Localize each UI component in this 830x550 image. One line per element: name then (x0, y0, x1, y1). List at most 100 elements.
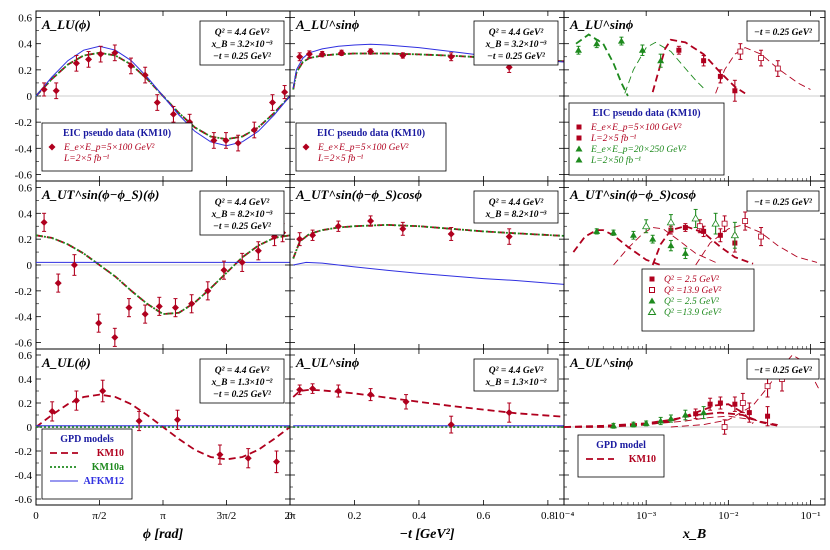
series-curve-km10 (695, 224, 818, 266)
data-point (250, 126, 258, 134)
kinematics-label: Q² = 4.4 GeV² (215, 366, 271, 376)
y-tick-label: 0.4 (18, 208, 32, 220)
legend-marker (576, 124, 582, 130)
y-tick-label: 0.6 (18, 350, 32, 362)
kinematics-label: −t = 0.25 GeV² (754, 28, 813, 38)
kinematics-label: −t = 0.25 GeV² (213, 52, 272, 62)
series-curve-km10 (651, 225, 754, 266)
legend-marker (647, 307, 657, 315)
data-point (399, 225, 407, 233)
panel-row1-col3: A_LU^sinϕ −t = 0.25 GeV² EIC pseudo data (… (563, 10, 826, 182)
legend-entry: Q² = 2.5 GeV² (664, 297, 719, 307)
data-point (367, 48, 375, 56)
panel-row1-col1: 0.6 0.4 0.2 0 -0.2 -0.4 -0.6 A_LU(ϕ) Q² = 4.4 Ge… (15, 10, 291, 182)
data-point (574, 46, 582, 53)
legend-marker (302, 143, 310, 151)
data-point (85, 55, 93, 63)
kinematics-box (746, 358, 820, 380)
y-tick-label: -0.2 (15, 286, 32, 298)
legend-box (41, 122, 193, 172)
data-point (220, 266, 228, 274)
y-tick-label: 0.2 (18, 65, 32, 77)
series-curve-km10 (613, 227, 716, 266)
data-point (681, 249, 689, 256)
panel-row2-col3: A_UT^sin(ϕ−ϕ_S)cosϕ −t = 0.25 GeV² Q² = 2.… (563, 180, 826, 350)
legend-marker (649, 287, 655, 293)
y-tick-label: -0.4 (15, 312, 33, 324)
legend-box (641, 268, 755, 332)
data-point (367, 217, 375, 225)
series-curve-km10a (35, 234, 291, 316)
data-point (717, 232, 723, 238)
data-point (48, 407, 56, 415)
panel-row1-col2: A_LU^sinϕ Q² = 4.4 GeV² x_B = 3.2×10⁻³ −t =… (289, 10, 565, 182)
data-point (111, 49, 119, 57)
data-point (730, 230, 740, 239)
data-point (234, 139, 242, 147)
data-point (141, 310, 149, 318)
y-tick-label: 0.2 (18, 398, 32, 410)
y-tick-label: -0.2 (15, 446, 32, 458)
data-point (309, 231, 317, 239)
x-tick-label: 10⁻³ (636, 510, 657, 522)
panel-title: A_LU^sinϕ (295, 17, 360, 32)
data-point (238, 258, 246, 266)
data-point (127, 62, 135, 70)
panel-title: A_UL(ϕ) (41, 355, 91, 370)
kinematics-label: Q² = 4.4 GeV² (215, 198, 271, 208)
data-point (609, 422, 617, 429)
series-curve-km10 (575, 33, 629, 97)
data-point (638, 46, 646, 53)
kinematics-label: −t = 0.25 GeV² (213, 222, 272, 232)
kinematics-box (473, 190, 559, 224)
data-point (72, 59, 80, 67)
kinematics-label: Q² = 4.4 GeV² (489, 198, 545, 208)
data-point (609, 229, 617, 236)
kinematics-label: x_B = 3.2×10⁻³ (485, 40, 547, 50)
data-point (367, 391, 375, 399)
legend-entry: L=2×50 fb⁻¹ (590, 155, 641, 166)
legend-entry: E_e×E_p=5×100 GeV² (317, 143, 409, 153)
x-tick-label: 2π (284, 510, 296, 522)
data-point (732, 401, 738, 407)
x-tick-label: 10⁻¹ (800, 510, 820, 522)
kinematics-label: x_B = 8.2×10⁻³ (211, 210, 273, 220)
data-point (111, 333, 119, 341)
data-point (70, 261, 78, 269)
data-point (676, 47, 682, 53)
kinematics-box (199, 190, 285, 236)
data-point (153, 99, 161, 107)
data-point (505, 409, 513, 417)
data-point (244, 454, 252, 462)
data-point (691, 214, 700, 222)
data-point (254, 247, 262, 255)
data-point (717, 73, 723, 79)
y-tick-label: 0 (27, 260, 33, 272)
data-point (717, 400, 723, 406)
legend-marker (648, 297, 656, 304)
kinematics-box (199, 358, 285, 404)
kinematics-box (746, 190, 820, 212)
data-point (707, 401, 713, 407)
data-point (169, 110, 177, 118)
data-point (72, 397, 80, 405)
series-curve-km10 (563, 415, 778, 428)
legend-entry: Q² =13.9 GeV² (664, 308, 721, 318)
kinematics-label: −t = 0.25 GeV² (754, 198, 813, 208)
y-tick-label: -0.2 (15, 117, 32, 129)
data-point (268, 99, 276, 107)
data-point (657, 57, 665, 64)
data-point (338, 49, 346, 57)
legend-marker (649, 276, 655, 282)
legend-entry: E_e×E_p=5×100 GeV² (590, 123, 682, 133)
data-point (334, 387, 342, 395)
legend-box (41, 428, 133, 500)
kinematics-box (746, 20, 820, 42)
kinematics-box (473, 358, 559, 392)
data-point (305, 50, 313, 58)
kinematics-label: x_B = 1.3×10⁻² (211, 378, 274, 388)
x-axis-label: x_B (682, 527, 706, 542)
legend-entry: E_e×E_p=5×100 GeV² (63, 143, 155, 153)
data-point (281, 88, 289, 96)
x-tick-label: 0.2 (348, 510, 362, 522)
